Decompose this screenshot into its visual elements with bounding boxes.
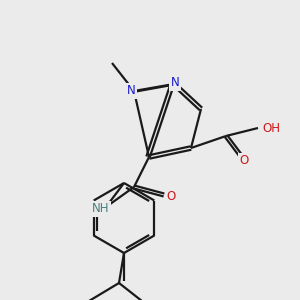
Text: NH: NH [92,202,110,215]
Text: OH: OH [262,122,280,134]
Text: N: N [127,85,135,98]
Text: O: O [239,154,249,167]
Text: N: N [171,76,179,89]
Text: O: O [167,190,176,203]
